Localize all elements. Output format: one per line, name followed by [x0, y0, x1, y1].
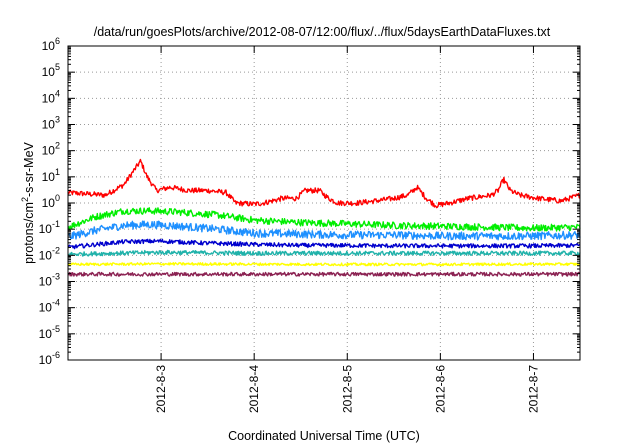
- series-line-0: [67, 158, 581, 209]
- y-tick-label: 10-5: [39, 324, 60, 341]
- y-tick-label: 101: [42, 167, 60, 184]
- x-tick-label: 2012-8-3: [154, 365, 168, 413]
- y-axis-label-base: protons/cm: [22, 202, 36, 264]
- y-tick-label: 10-1: [39, 219, 60, 236]
- y-tick-label: 10-3: [39, 272, 60, 289]
- x-tick-label: 2012-8-4: [247, 365, 261, 413]
- y-axis-label-sup: 2: [20, 197, 30, 202]
- x-axis: 2012-8-3 2012-8-4 2012-8-5 2012-8-6 2012-8-7: [154, 46, 540, 413]
- y-tick-label: 106: [42, 36, 60, 53]
- x-tick-label: 2012-8-7: [526, 365, 540, 413]
- series-line-6: [67, 271, 581, 277]
- y-tick-label: 10-4: [39, 298, 60, 315]
- series-line-4: [67, 249, 581, 257]
- y-tick-label: 105: [42, 62, 60, 79]
- series-line-3: [67, 238, 581, 250]
- x-tick-label: 2012-8-6: [433, 365, 447, 413]
- y-axis-label-rest: -s-sr-MeV: [22, 141, 36, 197]
- series-group: [67, 158, 581, 277]
- series-line-5: [67, 262, 581, 267]
- y-tick-label: 100: [42, 193, 60, 210]
- x-axis-label: Coordinated Universal Time (UTC): [228, 429, 420, 443]
- x-tick-label: 2012-8-5: [340, 365, 354, 413]
- y-tick-label: 102: [42, 141, 60, 158]
- grid: [68, 46, 580, 360]
- series-line-1: [67, 207, 581, 232]
- series-line-2: [67, 220, 581, 241]
- y-tick-label: 10-2: [39, 245, 60, 262]
- y-axis: 10-6 10-5 10-4 10-3 10-2 10-1 100 101 102 103 104 1…: [39, 36, 580, 367]
- y-axis-label: protons/cm2-s-sr-MeV: [20, 141, 36, 263]
- y-tick-label: 103: [42, 115, 60, 132]
- chart-title: /data/run/goesPlots/archive/2012-08-07/1…: [94, 25, 551, 39]
- y-tick-label: 10-6: [39, 350, 60, 367]
- y-tick-label: 104: [42, 88, 60, 105]
